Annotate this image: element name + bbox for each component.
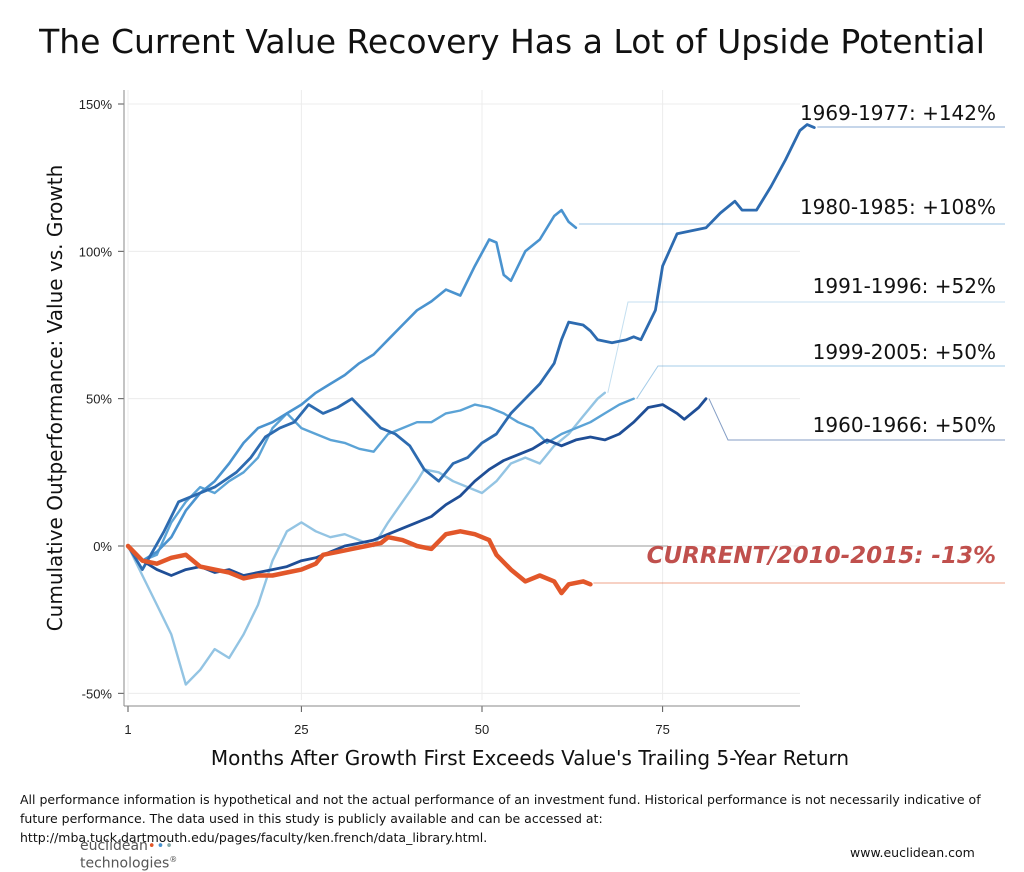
series-end-label: 1960-1966: +50% — [813, 413, 996, 437]
x-axis-label: Months After Growth First Exceeds Value'… — [211, 746, 849, 770]
y-tick-label: 150% — [79, 97, 113, 112]
x-tick-label: 50 — [475, 722, 489, 737]
label-connector — [607, 301, 1005, 393]
line-chart: 150% 100% 50% 0% -50% 1 25 50 75 1969-1977: +142… — [43, 90, 1005, 770]
series-end-label: 1999-2005: +50% — [813, 340, 996, 364]
y-tick-label: -50% — [82, 686, 113, 701]
website-link[interactable]: www.euclidean.com — [850, 845, 975, 860]
y-tick-label: 100% — [79, 244, 113, 259]
axes: 150% 100% 50% 0% -50% 1 25 50 75 — [79, 90, 800, 737]
y-axis-label: Cumulative Outperformance: Value vs. Gro… — [43, 165, 67, 632]
label-connectors — [578, 126, 1005, 584]
series-end-label: 1991-1996: +52% — [813, 274, 996, 298]
series-line — [126, 391, 606, 686]
x-tick-label: 25 — [294, 722, 308, 737]
y-tick-label: 0% — [93, 539, 112, 554]
gridlines — [127, 90, 800, 700]
series-lines — [125, 123, 816, 686]
logo-word-1: euclidean — [80, 838, 148, 854]
euclidean-logo: euclidean••• technologies® — [80, 838, 178, 872]
series-end-label: CURRENT/2010-2015: -13% — [647, 543, 996, 569]
y-tick-label: 50% — [86, 392, 112, 407]
series-line — [126, 123, 816, 571]
series-line — [126, 208, 578, 562]
x-tick-label: 75 — [655, 722, 669, 737]
logo-registered-mark: ® — [169, 855, 178, 864]
logo-dots: ••• — [147, 839, 174, 854]
series-end-label: 1980-1985: +108% — [800, 195, 996, 219]
series-end-label: 1969-1977: +142% — [800, 101, 996, 125]
series-end-labels: 1969-1977: +142% 1980-1985: +108% 1991-199… — [647, 101, 996, 569]
label-connector — [636, 365, 1005, 399]
label-connector — [708, 398, 1005, 441]
logo-word-2: technologies — [80, 855, 170, 872]
disclaimer-footnote: All performance information is hypotheti… — [20, 792, 981, 845]
series-line — [125, 529, 593, 596]
x-tick-label: 1 — [124, 722, 131, 737]
chart-title: The Current Value Recovery Has a Lot of … — [39, 22, 985, 61]
